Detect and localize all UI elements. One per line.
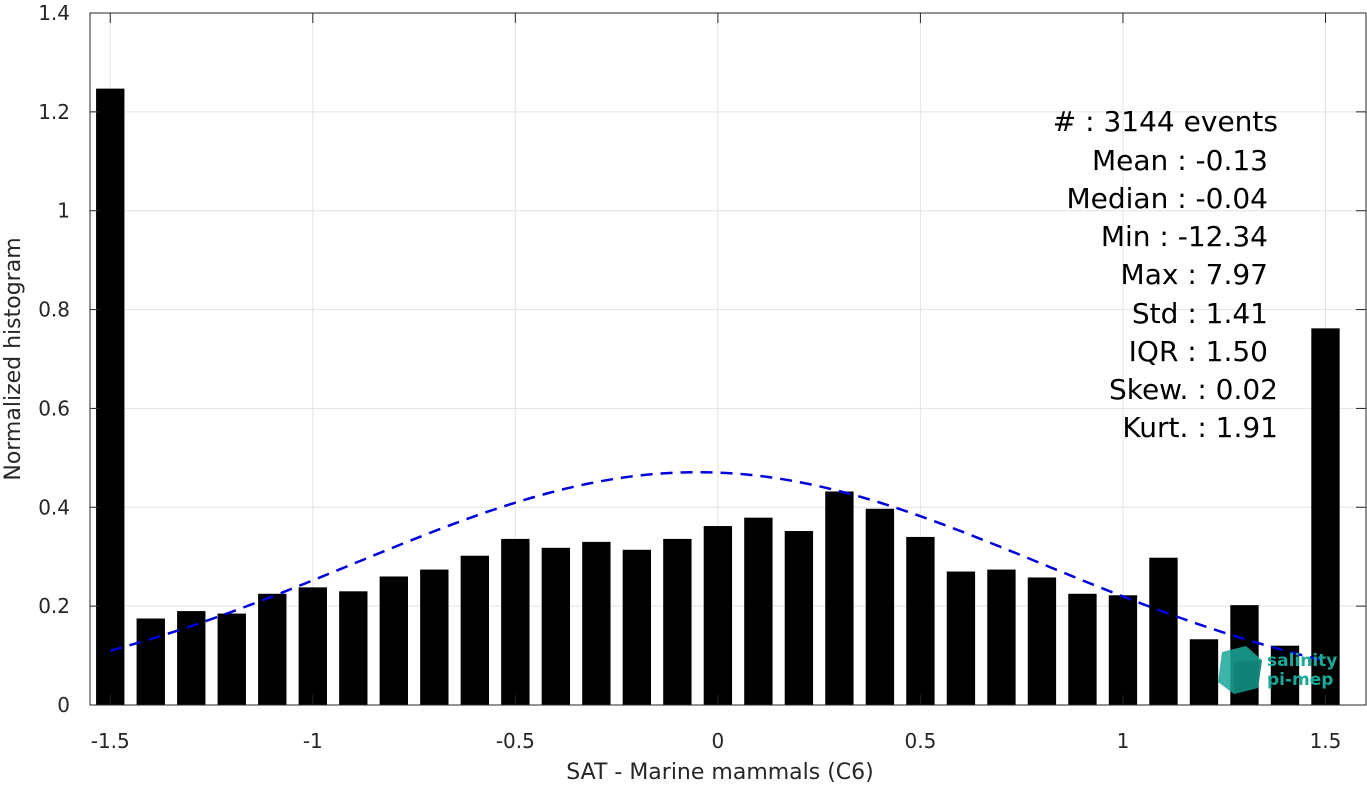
x-tick-label: -1 xyxy=(303,729,323,753)
x-tick-label: -0.5 xyxy=(496,729,535,753)
y-tick-label: 1.2 xyxy=(38,100,70,124)
stat-max: Max : 7.97 xyxy=(1121,258,1268,291)
x-axis-label: SAT - Marine mammals (C6) xyxy=(566,760,874,785)
x-tick-label: 0.5 xyxy=(905,729,937,753)
histogram-bar xyxy=(1068,593,1097,705)
histogram-bar xyxy=(379,576,408,705)
histogram-bar xyxy=(663,538,692,705)
y-axis-label: Normalized histogram xyxy=(1,237,26,480)
logo-line2: pi-mep xyxy=(1267,670,1333,690)
histogram-bar xyxy=(906,536,935,705)
stat-count: # : 3144 events xyxy=(1053,105,1278,138)
salinity-pi-mep-logo: salinity pi-mep xyxy=(1218,646,1337,694)
x-tick-label: 1.5 xyxy=(1310,729,1342,753)
histogram-bar xyxy=(1189,639,1219,705)
histogram-bar xyxy=(501,538,530,705)
stat-iqr: IQR : 1.50 xyxy=(1129,335,1268,368)
y-axis-ticks: 0 0.2 0.4 0.6 0.8 1 1.2 1.4 xyxy=(38,1,1366,717)
stat-median: Median : -0.04 xyxy=(1066,182,1268,215)
histogram-bar xyxy=(541,547,571,705)
x-axis-ticks: -1.5 -1 -0.5 0 0.5 1 1.5 xyxy=(91,13,1342,753)
y-tick-label: 0.2 xyxy=(38,594,70,618)
y-tick-label: 0.6 xyxy=(38,396,70,420)
y-tick-label: 0 xyxy=(57,693,70,717)
histogram-bar xyxy=(460,555,490,705)
histogram-bar xyxy=(1108,595,1138,705)
histogram-bar xyxy=(217,613,246,705)
plot-frame xyxy=(89,12,1367,706)
stat-mean: Mean : -0.13 xyxy=(1092,144,1268,177)
histogram-bar xyxy=(865,508,895,705)
histogram-bar xyxy=(420,569,449,705)
y-tick-label: 0.8 xyxy=(38,298,70,322)
histogram-bar xyxy=(946,571,976,705)
stats-box: # : 3144 events Mean : -0.13 Median : -0… xyxy=(1053,105,1278,444)
stat-skew: Skew. : 0.02 xyxy=(1109,373,1278,406)
y-tick-label: 0.4 xyxy=(38,495,70,519)
histogram-bar xyxy=(1311,328,1340,705)
x-tick-label: 1 xyxy=(1117,729,1130,753)
grid-lines xyxy=(90,12,1366,706)
bars-group xyxy=(96,88,1340,705)
stat-kurt: Kurt. : 1.91 xyxy=(1122,411,1278,444)
logo-line1: salinity xyxy=(1267,651,1337,671)
histogram-bar xyxy=(298,587,327,705)
x-tick-label: -1.5 xyxy=(91,729,130,753)
histogram-bar xyxy=(825,491,854,705)
histogram-bar xyxy=(1149,557,1178,705)
histogram-bar xyxy=(1270,645,1300,705)
histogram-bar xyxy=(622,549,652,705)
histogram-bar xyxy=(136,618,165,705)
histogram-bar xyxy=(744,517,773,705)
logo-cube-shade-icon xyxy=(1234,660,1262,694)
histogram-bar xyxy=(582,541,611,705)
histogram-bar xyxy=(784,531,814,705)
y-tick-label: 1 xyxy=(57,199,70,223)
histogram-bar xyxy=(258,593,287,705)
stat-std: Std : 1.41 xyxy=(1132,297,1268,330)
histogram-bar xyxy=(96,88,125,705)
histogram-bar xyxy=(1027,577,1057,705)
normal-fit-curve xyxy=(109,470,1326,663)
x-tick-label: 0 xyxy=(712,729,725,753)
stat-min: Min : -12.34 xyxy=(1101,220,1268,253)
histogram-bar xyxy=(339,591,368,705)
histogram-bar xyxy=(987,569,1016,705)
y-tick-label: 1.4 xyxy=(38,1,70,25)
histogram-bar xyxy=(703,526,733,705)
